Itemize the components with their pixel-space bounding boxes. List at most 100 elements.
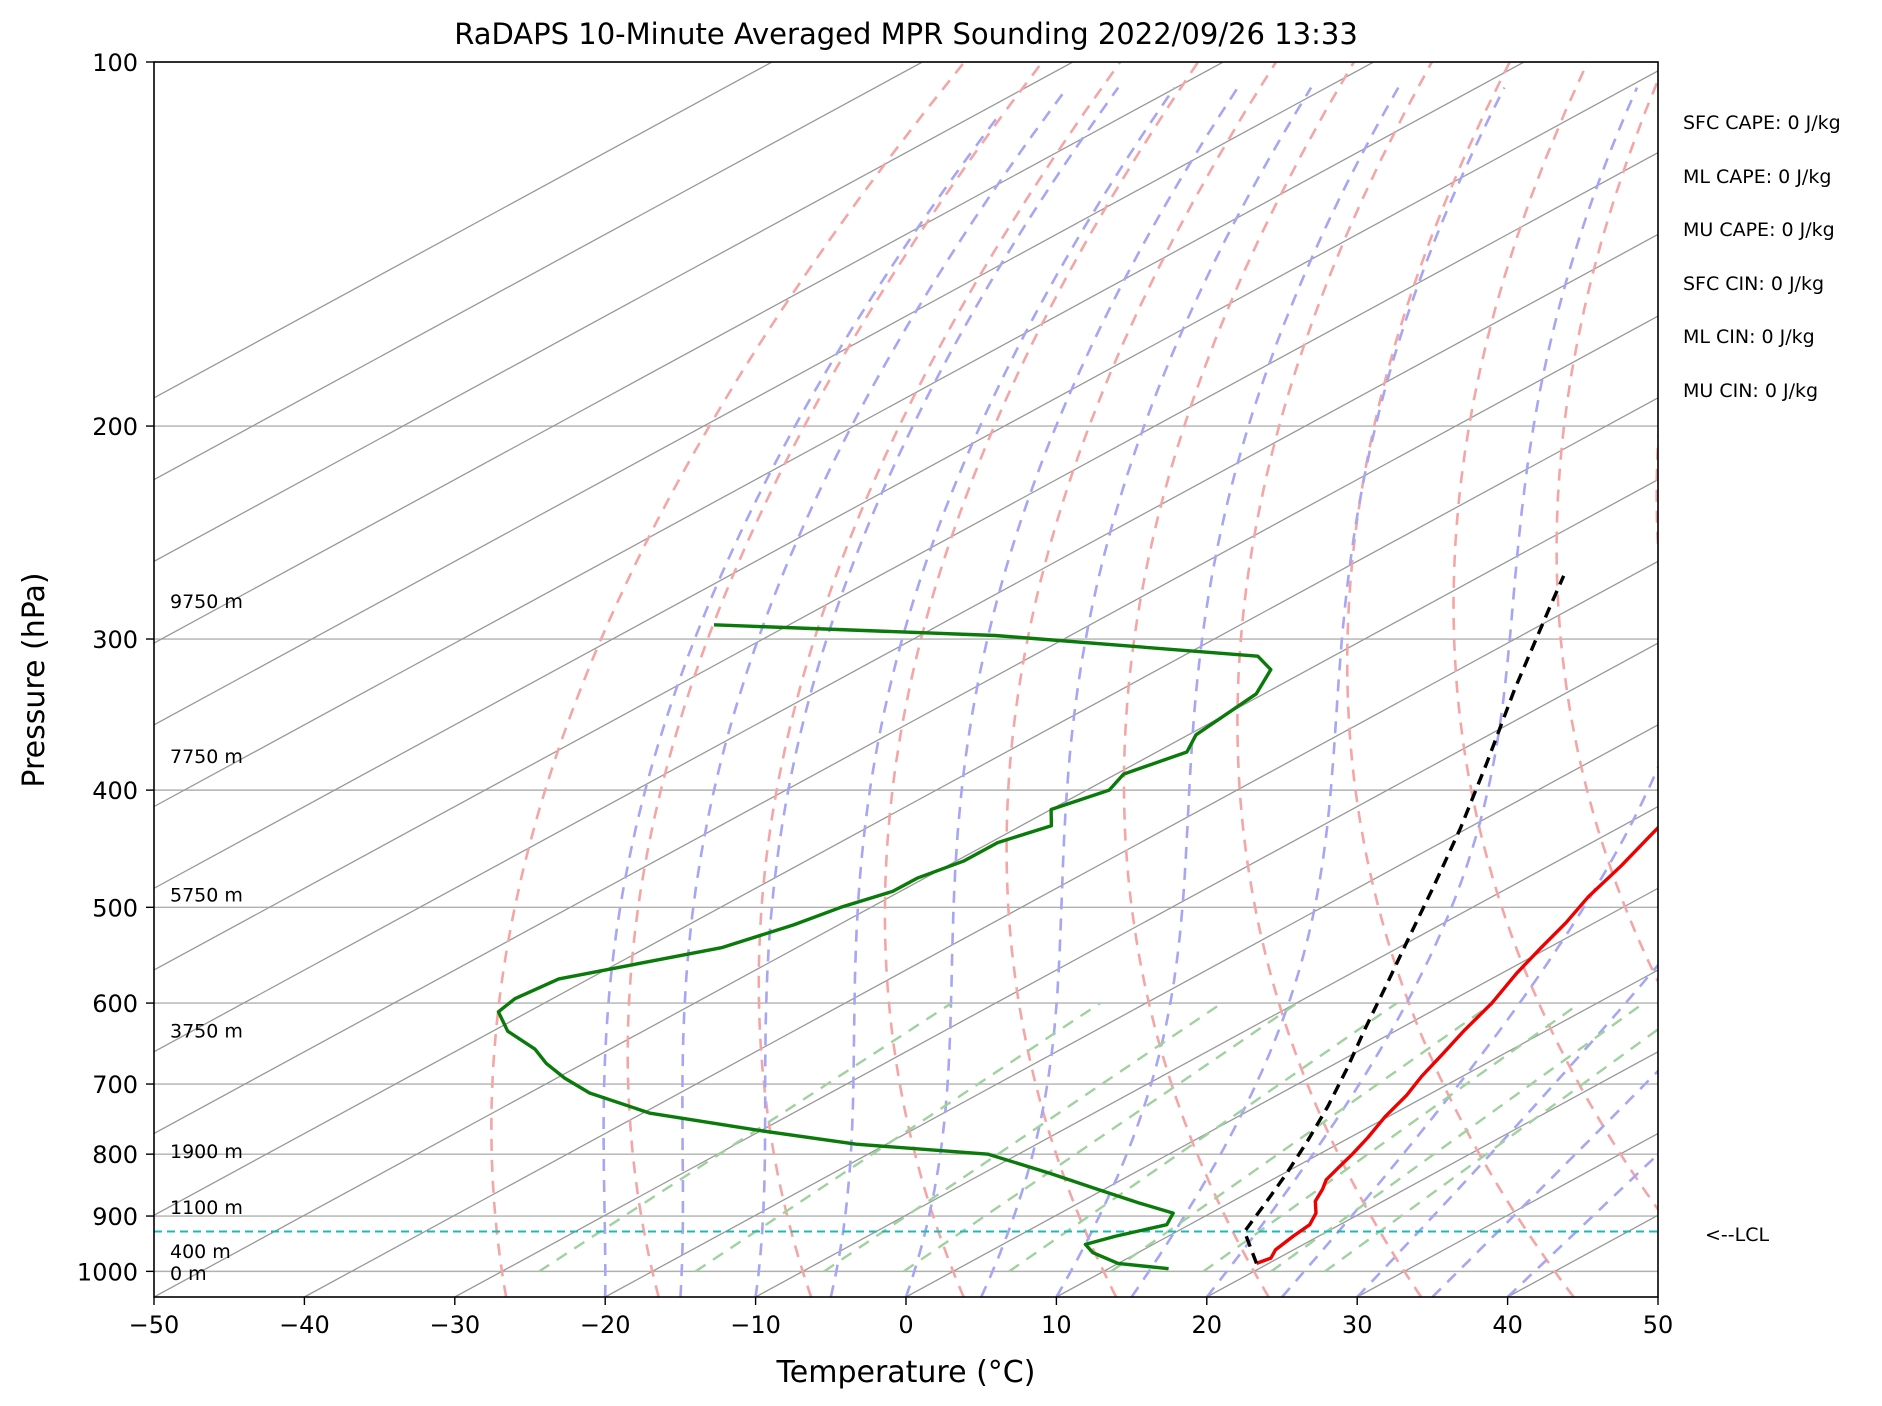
- height-label: 400 m: [170, 1241, 231, 1263]
- data-lines: [154, 575, 1658, 1271]
- x-tick-label: 20: [1192, 1311, 1223, 1339]
- dry-adiabat-line: [1655, 422, 1658, 567]
- dry-adiabat-line: [1452, 62, 1658, 1212]
- moist-adiabat-line: [602, 111, 1003, 1297]
- temperature-line: [1255, 825, 1658, 1265]
- moist-adiabat-line: [904, 86, 1239, 1297]
- isotherm-line: [154, 233, 1658, 1053]
- sfc-cin-text: SFC CIN: 0 J/kg: [1683, 273, 1824, 295]
- dry-adiabat-line: [1345, 62, 1575, 1297]
- mixing-ratio-line: [903, 1002, 1298, 1273]
- isotherm-line: [154, 397, 1658, 1217]
- ml-cin-text: ML CIN: 0 J/kg: [1683, 326, 1815, 348]
- dewpoint-line: [496, 623, 1273, 1271]
- mixing-ratio-line: [823, 1002, 1223, 1273]
- x-tick-label: 40: [1492, 1311, 1523, 1339]
- dry-adiabat-line: [1005, 62, 1278, 1297]
- isotherm-line: [755, 805, 1658, 1297]
- isotherm-line: [1657, 1296, 1658, 1297]
- isotherm-line: [154, 62, 1224, 644]
- indices-panel: SFC CAPE: 0 J/kg ML CAPE: 0 J/kg MU CAPE…: [1683, 112, 1841, 402]
- moist-adiabat-line: [1431, 1069, 1658, 1297]
- mixing-ratio-line: [694, 1002, 1101, 1273]
- y-tick-label: 100: [92, 49, 138, 77]
- x-tick-label: −40: [279, 1311, 330, 1339]
- isotherm-line: [154, 62, 1525, 808]
- height-label: 7750 m: [170, 746, 243, 768]
- y-axis-title: Pressure (hPa): [17, 572, 52, 787]
- moist-adiabat-line: [1356, 963, 1658, 1297]
- x-tick-label: 30: [1342, 1311, 1373, 1339]
- background-lines: [154, 62, 1882, 1297]
- y-tick-label: 600: [92, 990, 138, 1018]
- dry-adiabat-line: [1754, 62, 1882, 1297]
- y-tick-label: 300: [92, 626, 138, 654]
- height-labels: 9750 m 7750 m 5750 m 3750 m 1900 m 1100 m 400 …: [170, 591, 243, 1285]
- isotherm-line: [154, 315, 1658, 1135]
- y-tick-label: 500: [92, 894, 138, 922]
- dry-adiabat-line: [1848, 62, 1882, 1297]
- mixing-ratio-line: [1110, 1002, 1494, 1273]
- x-axis-title: Temperature (°C): [776, 1355, 1036, 1390]
- isotherm-line: [1808, 62, 1882, 1297]
- chart-title: RaDAPS 10-Minute Averaged MPR Sounding 2…: [454, 17, 1358, 51]
- y-tick-label: 800: [92, 1141, 138, 1169]
- mixing-ratio-line: [538, 1002, 953, 1273]
- isotherm-line: [604, 724, 1658, 1297]
- mixing-ratio-line: [1270, 1002, 1645, 1273]
- isotherm-line: [454, 642, 1658, 1297]
- height-label: 9750 m: [170, 591, 243, 613]
- dry-adiabat-line: [626, 62, 1044, 1297]
- mixing-ratio-line: [1324, 1027, 1658, 1273]
- x-axis: −50 −40 −30 −20 −10 0 10 20 30 40 50: [129, 1297, 1674, 1339]
- y-tick-label: 700: [92, 1071, 138, 1099]
- isotherm-line: [154, 62, 923, 481]
- height-label: 5750 m: [170, 885, 243, 907]
- dry-adiabat-line: [883, 62, 1200, 1297]
- x-tick-label: −50: [129, 1311, 180, 1339]
- moist-adiabat-line: [980, 86, 1313, 1297]
- mu-cin-text: MU CIN: 0 J/kg: [1683, 380, 1818, 402]
- isotherm-line: [1507, 1214, 1658, 1297]
- isotherm-line: [154, 151, 1658, 971]
- x-tick-label: 50: [1643, 1311, 1674, 1339]
- height-label: 1900 m: [170, 1141, 243, 1163]
- sfc-cape-text: SFC CAPE: 0 J/kg: [1683, 112, 1841, 134]
- isotherm-line: [1056, 969, 1658, 1297]
- height-label: 1100 m: [170, 1197, 243, 1219]
- moist-adiabat-line: [1506, 1152, 1658, 1297]
- y-tick-label: 200: [92, 413, 138, 441]
- dry-adiabat-line: [1122, 62, 1356, 1297]
- moist-adiabat-line: [679, 86, 1069, 1297]
- dry-adiabat-line: [490, 62, 966, 1297]
- moist-adiabat-line: [1281, 764, 1658, 1297]
- isotherm-line: [1206, 1051, 1658, 1297]
- x-tick-label: −30: [429, 1311, 480, 1339]
- height-label: 0 m: [170, 1263, 207, 1285]
- isotherm-line: [154, 62, 1074, 563]
- parcel-line: [1242, 575, 1566, 1265]
- moist-adiabat-line: [754, 86, 1120, 1297]
- dry-adiabat-line: [757, 62, 1122, 1297]
- height-label: 3750 m: [170, 1020, 243, 1042]
- isotherm-line: [154, 62, 773, 399]
- moist-adiabat-line: [1055, 86, 1400, 1297]
- moist-adiabat-line: [1205, 87, 1639, 1297]
- y-tick-label: 1000: [77, 1258, 138, 1286]
- ml-cape-text: ML CAPE: 0 J/kg: [1683, 166, 1831, 188]
- isotherm-line: [154, 62, 1374, 726]
- y-tick-label: 900: [92, 1203, 138, 1231]
- mixing-ratio-line: [1202, 1002, 1581, 1273]
- x-tick-label: 0: [898, 1311, 913, 1339]
- isotherm-line: [304, 560, 1658, 1297]
- y-tick-label: 400: [92, 777, 138, 805]
- lcl-label: <--LCL: [1705, 1224, 1769, 1246]
- x-tick-label: −20: [580, 1311, 631, 1339]
- isotherm-line: [154, 478, 1658, 1297]
- mixing-ratio-line: [1008, 1002, 1398, 1273]
- x-tick-label: 10: [1041, 1311, 1072, 1339]
- moist-adiabat-line: [829, 86, 1176, 1297]
- isotherm-line: [905, 887, 1658, 1297]
- y-axis: 100 200 300 400 500 600 700 800 900 1000: [77, 49, 154, 1286]
